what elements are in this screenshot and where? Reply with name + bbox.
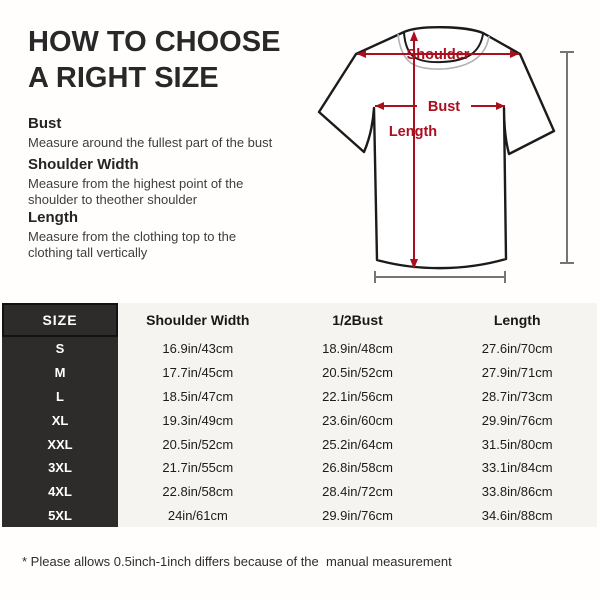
- length-value: 31.5in/80cm: [437, 432, 598, 456]
- size-label: XL: [2, 408, 118, 433]
- instruction-bust: Bust Measure around the fullest part of …: [28, 115, 298, 151]
- half-bust-value: 25.2in/64cm: [277, 432, 438, 456]
- half-bust-value: 20.5in/52cm: [277, 360, 438, 385]
- col-header-shoulder-width: Shoulder Width: [118, 303, 278, 337]
- shoulder-width-value: 19.3in/49cm: [118, 408, 278, 433]
- shoulder-width-value: 22.8in/58cm: [118, 479, 278, 504]
- length-measure-arrow: Length: [389, 31, 437, 269]
- instruction-shoulder-width-desc: Measure from the highest point of the sh…: [28, 176, 244, 207]
- size-label: M: [2, 360, 118, 385]
- instruction-bust-desc: Measure around the fullest part of the b…: [28, 135, 273, 150]
- page-title-line1: HOW TO CHOOSE: [28, 26, 281, 58]
- length-value: 27.9in/71cm: [437, 360, 598, 385]
- shoulder-label: Shoulder: [407, 47, 470, 63]
- col-header-half-bust: 1/2Bust: [277, 303, 438, 337]
- table-header-row: SIZE Shoulder Width 1/2Bust Length: [2, 303, 598, 337]
- page-title-line2: A RIGHT SIZE: [28, 62, 219, 94]
- half-bust-value: 23.6in/60cm: [277, 408, 438, 433]
- length-value: 33.1in/84cm: [437, 455, 598, 480]
- table-row: XXL 20.5in/52cm 25.2in/64cm 31.5in/80cm: [2, 432, 598, 456]
- length-value: 33.8in/86cm: [437, 479, 598, 504]
- half-bust-value: 18.9in/48cm: [277, 337, 438, 361]
- size-label: XXL: [2, 432, 118, 456]
- instruction-shoulder-width-heading: Shoulder Width: [28, 156, 139, 173]
- col-header-size: SIZE: [2, 303, 118, 337]
- size-label: 4XL: [2, 479, 118, 504]
- collar-inner-line: [403, 32, 484, 64]
- size-label: 5XL: [2, 503, 118, 528]
- half-bust-value: 28.4in/72cm: [277, 479, 438, 504]
- instruction-shoulder-width: Shoulder Width Measure from the highest …: [28, 156, 298, 208]
- col-header-length: Length: [437, 303, 598, 337]
- shoulder-width-value: 17.7in/45cm: [118, 360, 278, 385]
- table-row: 5XL 24in/61cm 29.9in/76cm 34.6in/88cm: [2, 503, 598, 528]
- instruction-length-desc: Measure from the clothing top to the clo…: [28, 229, 237, 260]
- table-row: 4XL 22.8in/58cm 28.4in/72cm 33.8in/86cm: [2, 479, 598, 504]
- table-row: L 18.5in/47cm 22.1in/56cm 28.7in/73cm: [2, 384, 598, 409]
- instruction-bust-heading: Bust: [28, 115, 62, 132]
- half-bust-value: 26.8in/58cm: [277, 455, 438, 480]
- table-row: 3XL 21.7in/55cm 26.8in/58cm 33.1in/84cm: [2, 455, 598, 480]
- measurement-disclaimer: * Please allows 0.5inch-1inch differs be…: [22, 554, 452, 569]
- width-measure-rule: [374, 271, 506, 283]
- shoulder-width-value: 16.9in/43cm: [118, 337, 278, 361]
- tshirt-diagram: Shoulder Bust Length: [298, 8, 597, 295]
- length-value: 27.6in/70cm: [437, 337, 598, 361]
- size-table: SIZE Shoulder Width 1/2Bust Length S 16.…: [2, 303, 598, 528]
- length-label: Length: [389, 124, 437, 140]
- length-value: 28.7in/73cm: [437, 384, 598, 409]
- shoulder-measure-arrow: Shoulder: [357, 47, 519, 63]
- shoulder-width-value: 24in/61cm: [118, 503, 278, 528]
- shoulder-width-value: 20.5in/52cm: [118, 432, 278, 456]
- size-label: L: [2, 384, 118, 409]
- shoulder-width-value: 18.5in/47cm: [118, 384, 278, 409]
- page-title: HOW TO CHOOSE A RIGHT SIZE: [28, 24, 280, 96]
- table-row: S 16.9in/43cm 18.9in/48cm 27.6in/70cm: [2, 337, 598, 361]
- bust-label: Bust: [428, 99, 460, 115]
- height-measure-rule: [560, 51, 574, 264]
- size-label: 3XL: [2, 455, 118, 480]
- table-row: M 17.7in/45cm 20.5in/52cm 27.9in/71cm: [2, 360, 598, 385]
- length-value: 29.9in/76cm: [437, 408, 598, 433]
- instruction-length: Length Measure from the clothing top to …: [28, 209, 298, 261]
- size-label: S: [2, 337, 118, 361]
- instruction-length-heading: Length: [28, 209, 78, 226]
- shoulder-width-value: 21.7in/55cm: [118, 455, 278, 480]
- table-row: XL 19.3in/49cm 23.6in/60cm 29.9in/76cm: [2, 408, 598, 433]
- half-bust-value: 22.1in/56cm: [277, 384, 438, 409]
- half-bust-value: 29.9in/76cm: [277, 503, 438, 528]
- bust-measure-arrow: Bust: [375, 99, 505, 115]
- tshirt-outline: [317, 26, 556, 270]
- length-value: 34.6in/88cm: [437, 503, 598, 528]
